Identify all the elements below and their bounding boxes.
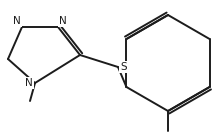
Text: S: S xyxy=(120,62,127,72)
Text: N: N xyxy=(25,78,33,88)
Text: N: N xyxy=(13,16,21,26)
Text: N: N xyxy=(59,16,67,26)
